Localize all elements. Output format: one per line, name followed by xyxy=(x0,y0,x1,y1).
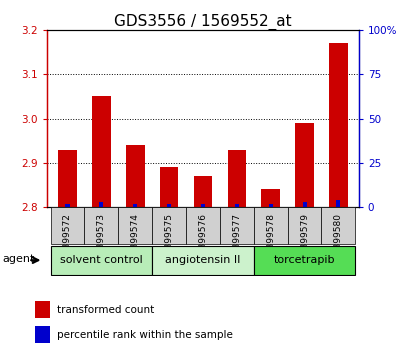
Bar xyxy=(302,202,306,207)
Text: agent: agent xyxy=(2,253,35,264)
Text: solvent control: solvent control xyxy=(60,255,142,265)
Bar xyxy=(65,204,70,207)
Text: GSM399578: GSM399578 xyxy=(265,213,274,268)
Bar xyxy=(35,326,50,343)
Bar xyxy=(328,44,347,207)
Text: GSM399575: GSM399575 xyxy=(164,213,173,268)
Bar xyxy=(261,189,279,207)
Text: GSM399573: GSM399573 xyxy=(97,213,106,268)
Text: angiotensin II: angiotensin II xyxy=(165,255,240,265)
Bar xyxy=(294,123,313,207)
Bar xyxy=(126,145,144,207)
Bar xyxy=(84,207,118,244)
Text: GSM399576: GSM399576 xyxy=(198,213,207,268)
Text: GSM399580: GSM399580 xyxy=(333,213,342,268)
Bar xyxy=(152,246,253,275)
Text: torcetrapib: torcetrapib xyxy=(273,255,335,265)
Text: percentile rank within the sample: percentile rank within the sample xyxy=(57,330,233,339)
Bar xyxy=(287,207,321,244)
Bar xyxy=(253,207,287,244)
Text: GSM399572: GSM399572 xyxy=(63,213,72,268)
Bar xyxy=(253,246,355,275)
Bar xyxy=(133,204,137,207)
Text: GSM399579: GSM399579 xyxy=(299,213,308,268)
Bar xyxy=(268,204,272,207)
Bar xyxy=(227,150,245,207)
Bar xyxy=(92,97,110,207)
Bar xyxy=(166,204,171,207)
Bar xyxy=(335,200,339,207)
Bar xyxy=(118,207,152,244)
Bar xyxy=(321,207,355,244)
Bar xyxy=(234,204,238,207)
Bar xyxy=(50,246,152,275)
Bar xyxy=(50,207,84,244)
Text: GSM399574: GSM399574 xyxy=(130,213,139,268)
Bar xyxy=(35,301,50,318)
Bar xyxy=(186,207,219,244)
Title: GDS3556 / 1569552_at: GDS3556 / 1569552_at xyxy=(114,14,291,30)
Text: transformed count: transformed count xyxy=(57,305,154,315)
Bar xyxy=(99,202,103,207)
Bar xyxy=(152,207,186,244)
Bar xyxy=(58,150,76,207)
Bar xyxy=(219,207,253,244)
Bar xyxy=(200,204,204,207)
Bar xyxy=(193,176,212,207)
Bar xyxy=(160,167,178,207)
Text: GSM399577: GSM399577 xyxy=(232,213,241,268)
